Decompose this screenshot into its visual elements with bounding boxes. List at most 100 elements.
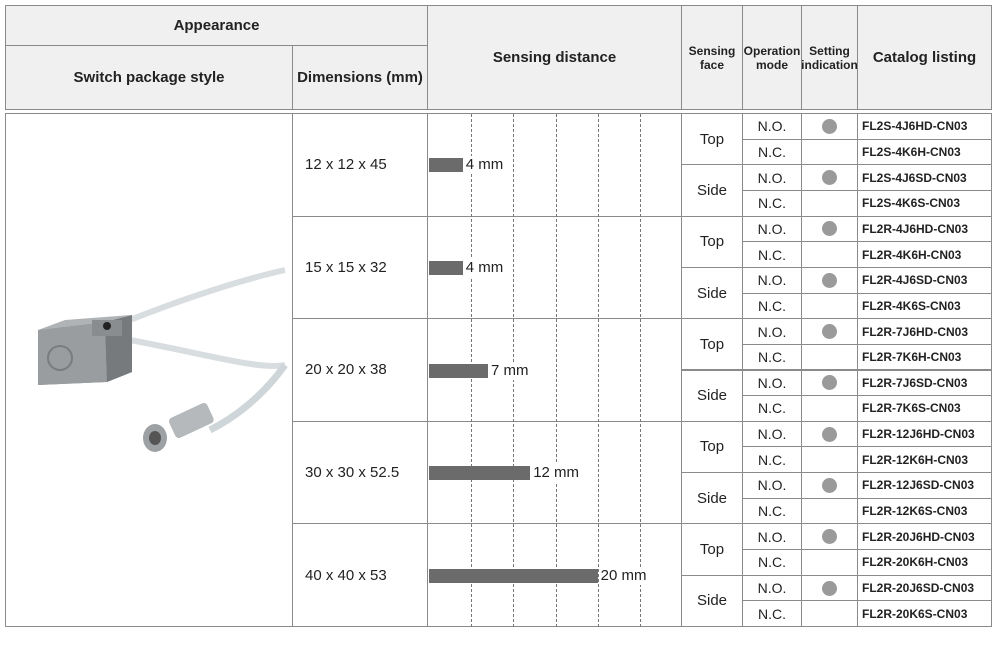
catalog-listing: FL2R-7J6HD-CN03 [857,318,992,345]
setting-indication [801,472,858,499]
grid-line [555,114,557,627]
distance-label: 4 mm [465,258,504,277]
setting-indication [801,523,858,551]
catalog-listing: FL2R-7K6S-CN03 [857,395,992,422]
sensing-face: Top [681,420,743,474]
catalog-listing: FL2R-4J6HD-CN03 [857,215,992,243]
setting-indication [801,292,858,320]
switch-photo [38,267,288,452]
catalog-listing: FL2R-20J6HD-CN03 [857,523,992,551]
indicator-dot [822,477,837,493]
dimensions: 12 x 12 x 45 [292,113,428,217]
catalog-listing: FL2R-7J6SD-CN03 [857,369,992,397]
operation-mode: N.O. [742,164,802,191]
indicator-dot [822,118,837,134]
setting-indication [801,266,858,294]
catalog-listing: FL2R-12K6S-CN03 [857,497,992,525]
catalog-listing: FL2S-4J6HD-CN03 [857,113,992,140]
header-catalog-listing: Catalog listing [857,5,992,110]
indicator-dot [822,375,837,391]
indicator-dot [822,324,837,339]
distance-label: 4 mm [465,156,504,175]
sensing-face: Side [681,472,743,525]
operation-mode: N.O. [742,215,802,243]
operation-mode: N.O. [742,318,802,345]
dimensions: 40 x 40 x 53 [292,523,428,627]
setting-indication [801,215,858,243]
catalog-listing: FL2R-4K6S-CN03 [857,292,992,320]
operation-mode: N.C. [742,343,802,371]
setting-indication [801,600,858,627]
catalog-listing: FL2R-20J6SD-CN03 [857,574,992,602]
dimensions: 15 x 15 x 32 [292,215,428,320]
catalog-listing: FL2S-4K6H-CN03 [857,138,992,166]
distance-bar [429,260,463,275]
setting-indication [801,318,858,345]
setting-indication [801,241,858,268]
operation-mode: N.O. [742,369,802,397]
setting-indication [801,138,858,166]
sensing-face: Top [681,523,743,576]
catalog-listing: FL2S-4J6SD-CN03 [857,164,992,191]
distance-bar [429,158,463,173]
operation-mode: N.O. [742,472,802,499]
distance-bar [429,363,489,378]
sensing-face: Side [681,574,743,627]
setting-indication [801,113,858,140]
header-sensing-face: Sensing face [681,5,743,110]
sensing-face: Side [681,164,743,217]
grid-line [639,114,641,627]
sensing-face: Top [681,318,743,371]
header-setting-indication: Setting indication [801,5,858,110]
operation-mode: N.O. [742,420,802,448]
operation-mode: N.C. [742,189,802,217]
setting-indication [801,574,858,602]
dimensions: 30 x 30 x 52.5 [292,420,428,525]
setting-indication [801,164,858,191]
catalog-listing: FL2R-4J6SD-CN03 [857,266,992,294]
distance-bar [429,568,598,583]
operation-mode: N.C. [742,446,802,474]
header-sensing-distance: Sensing distance [427,5,682,110]
header-dimensions: Dimensions (mm) [292,45,428,110]
sensing-face: Side [681,369,743,422]
operation-mode: N.C. [742,138,802,166]
indicator-dot [822,580,837,596]
catalog-listing: FL2R-20K6H-CN03 [857,549,992,576]
package-image-cell [5,113,293,627]
catalog-listing: FL2R-12J6SD-CN03 [857,472,992,499]
distance-label: 7 mm [491,361,529,380]
operation-mode: N.C. [742,292,802,320]
setting-indication [801,189,858,217]
catalog-listing: FL2S-4K6S-CN03 [857,189,992,217]
setting-indication [801,497,858,525]
distance-label: 20 mm [600,566,647,585]
operation-mode: N.C. [742,395,802,422]
operation-mode: N.C. [742,497,802,525]
indicator-dot [822,529,837,545]
setting-indication [801,446,858,474]
distance-label: 12 mm [533,464,580,483]
setting-indication [801,369,858,397]
setting-indication [801,343,858,371]
indicator-dot [822,272,837,288]
catalog-listing: FL2R-4K6H-CN03 [857,241,992,268]
sensing-face: Side [681,266,743,320]
catalog-listing: FL2R-7K6H-CN03 [857,343,992,371]
operation-mode: N.O. [742,266,802,294]
operation-mode: N.C. [742,241,802,268]
catalog-listing: FL2R-12J6HD-CN03 [857,420,992,448]
grid-line [597,114,599,627]
sensing-face: Top [681,113,743,166]
setting-indication [801,395,858,422]
operation-mode: N.C. [742,600,802,627]
setting-indication [801,420,858,448]
sensing-face: Top [681,215,743,268]
operation-mode: N.O. [742,574,802,602]
setting-indication [801,549,858,576]
operation-mode: N.O. [742,523,802,551]
indicator-dot [822,170,837,186]
catalog-listing: FL2R-20K6S-CN03 [857,600,992,627]
header-package-style: Switch package style [5,45,293,110]
